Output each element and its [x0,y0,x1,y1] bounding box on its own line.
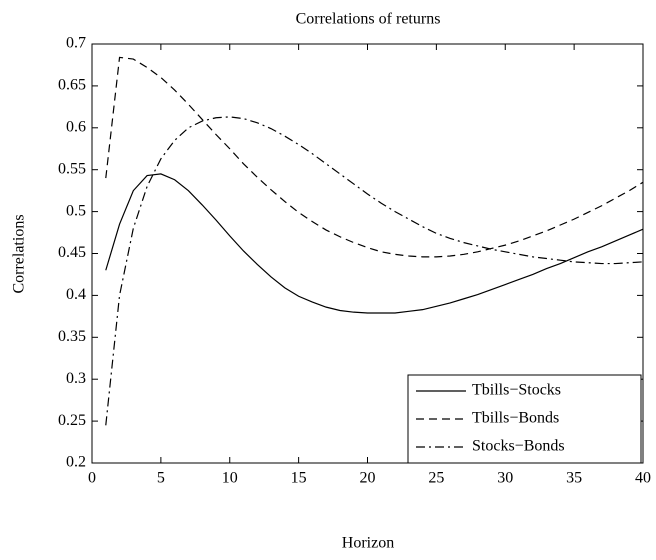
y-tick-label: 0.3 [66,370,86,387]
x-axis-label: Horizon [342,535,394,552]
y-tick-label: 0.7 [66,35,86,52]
series-line [105,173,644,314]
legend-label: Tbills−Stocks [472,382,561,399]
y-tick-label: 0.65 [58,77,86,94]
y-tick-label: 0.55 [58,160,86,177]
y-tick-label: 0.2 [66,454,86,471]
x-tick-label: 25 [428,470,444,487]
x-tick-label: 5 [157,470,165,487]
x-tick-label: 30 [497,470,513,487]
x-tick-label: 35 [566,470,582,487]
x-tick-label: 10 [222,470,238,487]
chart-title: Correlations of returns [296,11,441,28]
series-line [105,56,644,258]
series-line [105,116,644,426]
x-tick-label: 20 [360,470,376,487]
y-tick-label: 0.4 [66,286,86,303]
legend-label: Stocks−Bonds [472,438,565,455]
x-tick-label: 40 [635,470,651,487]
y-tick-label: 0.5 [66,202,86,219]
y-tick-label: 0.25 [58,412,86,429]
y-tick-label: 0.45 [58,244,86,261]
y-axis-label: Correlations [11,214,28,293]
x-tick-label: 0 [88,470,96,487]
y-tick-label: 0.6 [66,118,86,135]
legend-label: Tbills−Bonds [472,410,559,427]
x-tick-label: 15 [291,470,307,487]
y-tick-label: 0.35 [58,328,86,345]
